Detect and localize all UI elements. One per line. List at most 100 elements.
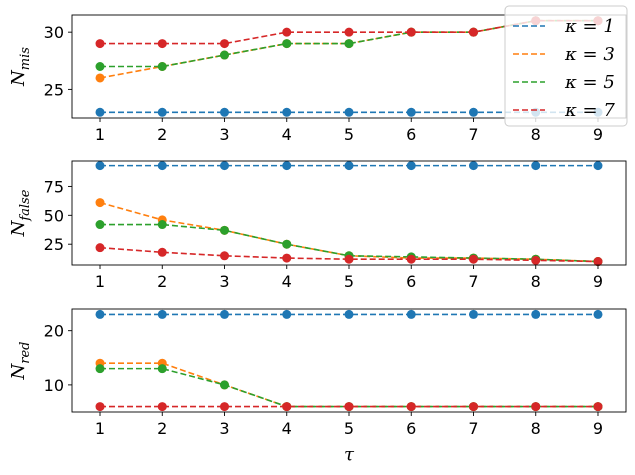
data-point xyxy=(282,309,292,319)
data-point xyxy=(282,253,292,263)
data-point xyxy=(220,251,230,261)
x-tick-label: 2 xyxy=(157,272,167,291)
data-point xyxy=(220,402,230,412)
data-point xyxy=(157,247,167,257)
data-point xyxy=(406,107,416,117)
x-tick-label: 4 xyxy=(282,125,292,144)
data-point xyxy=(157,402,167,412)
data-point xyxy=(468,161,478,171)
data-point xyxy=(220,39,230,49)
y-tick-label: 50 xyxy=(44,206,64,225)
data-point xyxy=(531,255,541,265)
data-point xyxy=(406,27,416,37)
data-point xyxy=(157,161,167,171)
data-point xyxy=(344,27,354,37)
y-axis-label: Nfalse xyxy=(8,189,33,237)
series-1 xyxy=(95,161,603,171)
x-tick-label: 4 xyxy=(282,272,292,291)
data-point xyxy=(593,402,603,412)
data-point xyxy=(593,257,603,267)
x-tick-label: 8 xyxy=(531,419,541,438)
x-tick-label: 7 xyxy=(468,272,478,291)
y-tick-label: 20 xyxy=(44,322,64,341)
data-point xyxy=(282,27,292,37)
y-tick-label: 30 xyxy=(44,23,64,42)
y-tick-label: 25 xyxy=(44,235,64,254)
data-point xyxy=(95,73,105,83)
data-point xyxy=(282,239,292,249)
data-point xyxy=(468,27,478,37)
data-point xyxy=(220,161,230,171)
data-point xyxy=(344,254,354,264)
data-point xyxy=(344,107,354,117)
legend-label: κ = 5 xyxy=(564,72,615,93)
x-tick-label: 9 xyxy=(593,272,603,291)
data-point xyxy=(406,402,416,412)
data-point xyxy=(95,62,105,71)
data-point xyxy=(220,225,230,235)
x-tick-label: 8 xyxy=(531,272,541,291)
data-point xyxy=(468,107,478,117)
x-tick-label: 3 xyxy=(219,125,229,144)
panel-1: 1 2 3 4 5 6 7 8 9 25 30 Nmis κ = 1 κ = 3 κ = 5 κ = 7 xyxy=(8,5,628,144)
data-point xyxy=(95,364,105,374)
y-axis-label: Nred xyxy=(8,342,33,381)
data-point xyxy=(593,161,603,171)
data-point xyxy=(344,309,354,319)
data-point xyxy=(95,402,105,412)
series-line xyxy=(99,246,599,263)
data-point xyxy=(95,107,105,117)
data-point xyxy=(282,107,292,117)
legend-item: κ = 5 xyxy=(513,72,615,93)
x-tick-label: 9 xyxy=(593,125,603,144)
data-point xyxy=(157,107,167,117)
data-point xyxy=(344,402,354,412)
legend: κ = 1 κ = 3 κ = 5 κ = 7 xyxy=(504,5,628,127)
data-point xyxy=(406,309,416,319)
data-point xyxy=(468,309,478,319)
data-point xyxy=(95,39,105,49)
data-point xyxy=(220,107,230,117)
data-point xyxy=(531,309,541,319)
data-point xyxy=(406,254,416,264)
x-tick-label: 5 xyxy=(344,125,354,144)
data-point xyxy=(282,161,292,171)
data-point xyxy=(157,39,167,49)
data-point xyxy=(531,402,541,412)
data-point xyxy=(220,380,230,390)
y-tick-label: 25 xyxy=(44,80,64,99)
x-tick-label: 2 xyxy=(157,419,167,438)
x-tick-label: 6 xyxy=(406,419,416,438)
data-point xyxy=(593,309,603,319)
y-tick-label: 75 xyxy=(44,177,64,196)
x-tick-label: 8 xyxy=(531,125,541,144)
x-tick-label: 3 xyxy=(219,419,229,438)
data-point xyxy=(468,402,478,412)
x-tick-label: 4 xyxy=(282,419,292,438)
x-tick-label: 7 xyxy=(468,419,478,438)
data-point xyxy=(220,50,230,60)
data-point xyxy=(531,161,541,171)
data-point xyxy=(406,161,416,171)
legend-item: κ = 3 xyxy=(513,44,615,65)
legend-item: κ = 1 xyxy=(513,16,615,37)
panel-3: 1 2 3 4 5 6 7 8 9 10 20 Nred τ xyxy=(8,308,627,465)
data-point xyxy=(157,62,167,71)
data-point xyxy=(282,402,292,412)
data-point xyxy=(157,309,167,319)
series-4 xyxy=(95,243,603,267)
series-4 xyxy=(95,402,603,412)
data-point xyxy=(344,39,354,49)
data-point xyxy=(282,39,292,49)
panel-2: 1 2 3 4 5 6 7 8 9 25 50 75 Nfalse xyxy=(8,160,627,291)
series-1 xyxy=(95,309,603,319)
data-point xyxy=(468,254,478,264)
data-point xyxy=(157,364,167,374)
x-tick-label: 5 xyxy=(344,419,354,438)
x-tick-label: 5 xyxy=(344,272,354,291)
data-point xyxy=(95,220,105,230)
y-axis-label: Nmis xyxy=(8,47,33,87)
x-tick-label: 1 xyxy=(95,419,105,438)
data-point xyxy=(95,243,105,253)
